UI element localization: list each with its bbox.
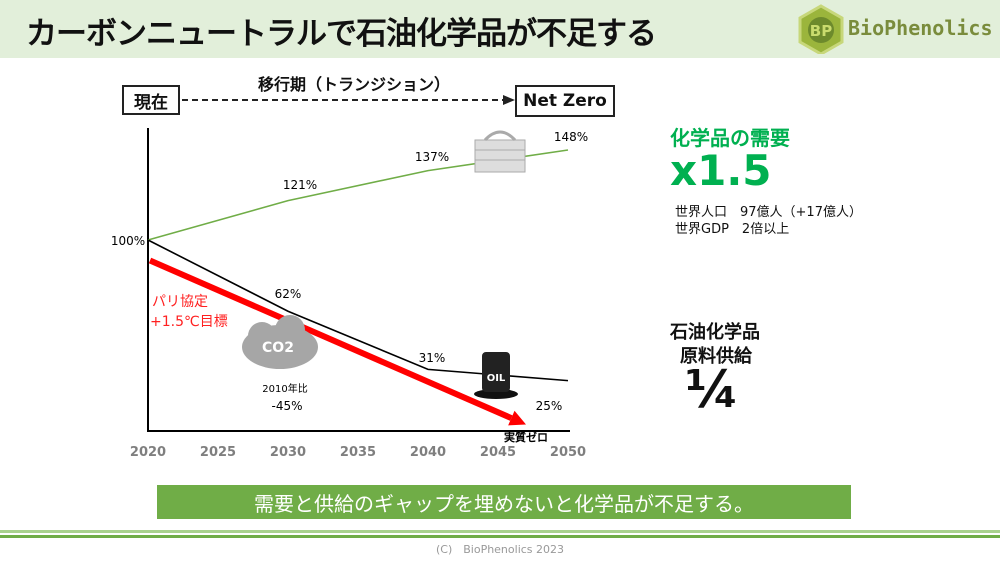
demand-title: 化学品の需要 (670, 126, 790, 150)
x-tick-label: 2030 (270, 445, 306, 460)
slide-title: カーボンニュートラルで石油化学品が不足する (26, 16, 657, 52)
logo-text: BioPhenolics (848, 16, 993, 40)
chart: 2020 2025 2030 2035 2040 2045 2050 100% 121% 137… (111, 128, 588, 460)
co2-cloud-icon: CO2 (242, 315, 318, 369)
timeline-start: 現在 (122, 85, 180, 115)
hexagon-logo-icon: BP (798, 4, 844, 56)
x-tick-label: 2050 (550, 445, 586, 460)
x-tick-label: 2020 (130, 445, 166, 460)
x-tick-label: 2040 (410, 445, 446, 460)
oil-barrel-icon: OIL (474, 352, 518, 399)
supply-data-label: 25% (536, 399, 563, 413)
demand-population: 世界人口 97億人（+17億人） (675, 205, 862, 220)
demand-data-label: 148% (554, 130, 588, 144)
co2-target-arrow (148, 257, 513, 421)
footer-divider (0, 535, 1000, 538)
demand-multiplier: x1.5 (670, 146, 772, 195)
co2-base-label: 2010年比 (262, 382, 307, 395)
footer-divider (0, 530, 1000, 533)
net-zero-label: 実質ゼロ (504, 430, 548, 444)
timeline-label: 移行期（トランジション） (258, 75, 451, 94)
supply-value: ¼ (685, 360, 739, 420)
logo: BP BioPhenolics (796, 4, 996, 56)
demand-data-label: 121% (283, 178, 317, 192)
svg-text:OIL: OIL (487, 373, 506, 384)
supply-title-2: 原料供給 (680, 346, 752, 367)
supply-title-1: 石油化学品 (670, 322, 760, 343)
header: カーボンニュートラルで石油化学品が不足する BP BioPhenolics (0, 0, 1000, 58)
demand-gdp: 世界GDP 2倍以上 (675, 222, 790, 237)
svg-text:BP: BP (810, 22, 832, 40)
x-tick-label: 2025 (200, 445, 236, 460)
supply-data-label: 62% (275, 287, 302, 301)
co2-value-label: -45% (271, 399, 302, 413)
copyright: (C) BioPhenolics 2023 (435, 543, 565, 556)
conclusion-banner: 需要と供給のギャップを埋めないと化学品が不足する。 (157, 485, 851, 519)
demand-data-label: 137% (415, 150, 449, 164)
svg-text:CO2: CO2 (262, 340, 294, 356)
timeline-arrow (182, 95, 515, 105)
paris-label: パリ協定 (152, 294, 208, 310)
x-tick-label: 2035 (340, 445, 376, 460)
paris-target-label: +1.5℃目標 (150, 314, 228, 330)
basket-icon (474, 130, 526, 173)
demand-data-label: 100% (111, 234, 145, 248)
x-tick-label: 2045 (480, 445, 516, 460)
co2-target-arrowhead (508, 410, 526, 426)
timeline-end: Net Zero (515, 85, 615, 117)
supply-data-label: 31% (419, 351, 446, 365)
